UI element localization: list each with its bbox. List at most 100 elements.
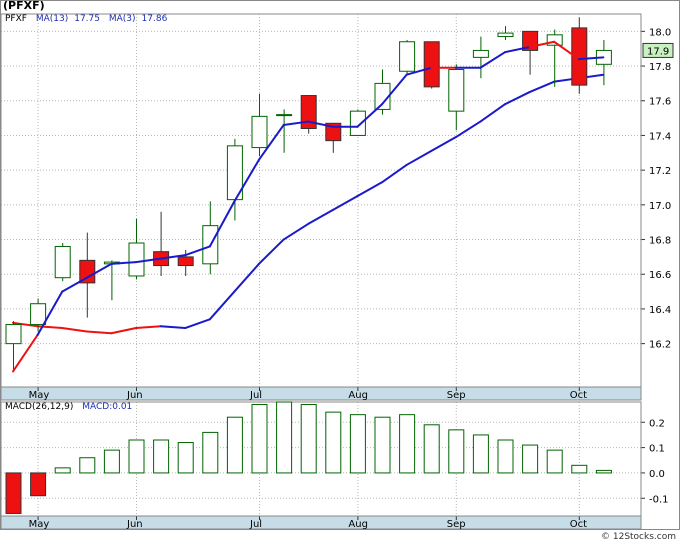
price-tick-label: 17.6 bbox=[649, 97, 671, 108]
ma3-line-segment bbox=[208, 290, 236, 321]
ma13-line-segment bbox=[184, 245, 211, 257]
macd-label: MACD(26,12,9) bbox=[5, 402, 74, 412]
candle-body bbox=[472, 49, 489, 58]
ma13-line-segment bbox=[405, 66, 433, 76]
ma13-line-segment bbox=[479, 51, 506, 69]
ma13-line-segment bbox=[233, 158, 260, 203]
ma13-line-segment bbox=[36, 290, 64, 336]
month-axis-band bbox=[0, 386, 642, 401]
candle-body bbox=[374, 82, 391, 110]
macd-legend: MACD(26,12,9) MACD:0.01 bbox=[5, 402, 138, 412]
ma3-line-segment bbox=[110, 327, 137, 335]
ma13-line-segment bbox=[110, 261, 137, 265]
price-tick-label: 17.2 bbox=[649, 166, 671, 177]
candle-body bbox=[448, 69, 465, 112]
ma3-line-segment bbox=[135, 325, 162, 330]
month-label: May bbox=[29, 390, 50, 401]
macd-tick-label: 0.2 bbox=[649, 418, 665, 429]
month-label: Jul bbox=[249, 390, 262, 401]
macd-bar bbox=[153, 439, 170, 474]
ma3-line-segment bbox=[85, 330, 113, 335]
macd-value-label: MACD:0.01 bbox=[82, 402, 133, 412]
candle-body bbox=[300, 95, 317, 130]
candle-body bbox=[5, 324, 22, 345]
candle-body bbox=[54, 245, 71, 279]
ma3-line-segment bbox=[528, 80, 556, 94]
month-label: Sep bbox=[447, 519, 466, 530]
legend-ma13-label: MA(13) bbox=[35, 14, 69, 24]
legend-ma3-value: 17.86 bbox=[141, 14, 168, 24]
ma3-line-segment bbox=[282, 222, 310, 241]
ma13-line-segment bbox=[282, 120, 310, 127]
macd-bar bbox=[202, 431, 219, 474]
month-label: May bbox=[29, 519, 50, 530]
ma3-line-segment bbox=[159, 325, 187, 330]
ma3-line-segment bbox=[184, 318, 211, 330]
macd-bar bbox=[325, 411, 342, 474]
price-tick-label: 16.4 bbox=[649, 305, 671, 316]
macd-tick-label: 0.0 bbox=[649, 469, 665, 480]
macd-bar bbox=[448, 429, 465, 474]
ma3-line-segment bbox=[454, 120, 482, 139]
price-tick-label: 17.4 bbox=[649, 131, 671, 142]
ma13-line-segment bbox=[12, 333, 39, 373]
ma13-line-segment bbox=[356, 103, 383, 128]
macd-bar bbox=[374, 416, 391, 474]
macd-bar bbox=[595, 469, 612, 474]
macd-bar bbox=[79, 457, 96, 474]
price-panel-border bbox=[0, 13, 642, 388]
legend-symbol: PFXF bbox=[5, 14, 27, 24]
price-tick-label: 17.8 bbox=[649, 62, 671, 73]
legend-ma3-label: MA(3) bbox=[108, 14, 136, 24]
macd-bar bbox=[54, 467, 71, 474]
ma13-line-segment bbox=[85, 262, 113, 279]
candle-body bbox=[276, 114, 293, 117]
macd-bar bbox=[497, 439, 514, 474]
month-label: Aug bbox=[348, 390, 368, 401]
macd-bar bbox=[349, 414, 366, 474]
candle-body bbox=[349, 110, 366, 136]
month-label: Jun bbox=[126, 390, 143, 401]
price-tick-label: 16.2 bbox=[649, 340, 671, 351]
macd-panel-border bbox=[0, 401, 642, 517]
macd-bar bbox=[276, 401, 293, 474]
ma13-line-segment bbox=[577, 56, 605, 61]
current-price-value: 17.9 bbox=[647, 46, 669, 57]
macd-bar bbox=[571, 464, 588, 474]
month-label: Sep bbox=[447, 390, 466, 401]
ma3-line-segment bbox=[430, 136, 457, 153]
macd-bar bbox=[30, 472, 47, 497]
macd-bar bbox=[103, 449, 120, 474]
macd-bar bbox=[5, 472, 22, 514]
month-label: Oct bbox=[570, 519, 587, 530]
ma13-line-segment bbox=[208, 200, 236, 248]
price-tick-label: 18.0 bbox=[649, 27, 671, 38]
ma13-line-segment bbox=[381, 73, 408, 106]
price-tick-label: 17.0 bbox=[649, 201, 671, 212]
ma13-line-segment bbox=[528, 40, 556, 48]
price-legend: PFXF MA(13) 17.75 MA(3) 17.86 bbox=[5, 14, 173, 24]
macd-bar bbox=[399, 414, 416, 474]
ma3-line-segment bbox=[12, 321, 39, 328]
ma13-line-segment bbox=[135, 257, 162, 264]
month-label: Jul bbox=[249, 519, 262, 530]
month-label: Oct bbox=[570, 390, 587, 401]
candle-body bbox=[399, 41, 416, 72]
ma13-line-segment bbox=[159, 254, 187, 260]
chart-title: (PFXF) bbox=[3, 0, 45, 12]
price-tick-label: 16.8 bbox=[649, 236, 671, 247]
macd-bar bbox=[177, 442, 194, 474]
macd-bar bbox=[300, 404, 317, 474]
ma13-line-segment bbox=[553, 40, 580, 61]
month-axis-band bbox=[0, 515, 642, 530]
macd-bar bbox=[251, 404, 268, 474]
macd-bar bbox=[128, 439, 145, 474]
ma13-line-segment bbox=[504, 45, 531, 54]
candle-body bbox=[128, 242, 145, 277]
ma3-line-segment bbox=[258, 238, 285, 265]
ma3-line-segment bbox=[233, 262, 260, 293]
candle-body bbox=[546, 34, 563, 46]
ma3-line-segment bbox=[405, 150, 433, 166]
ma3-line-segment bbox=[504, 91, 531, 106]
